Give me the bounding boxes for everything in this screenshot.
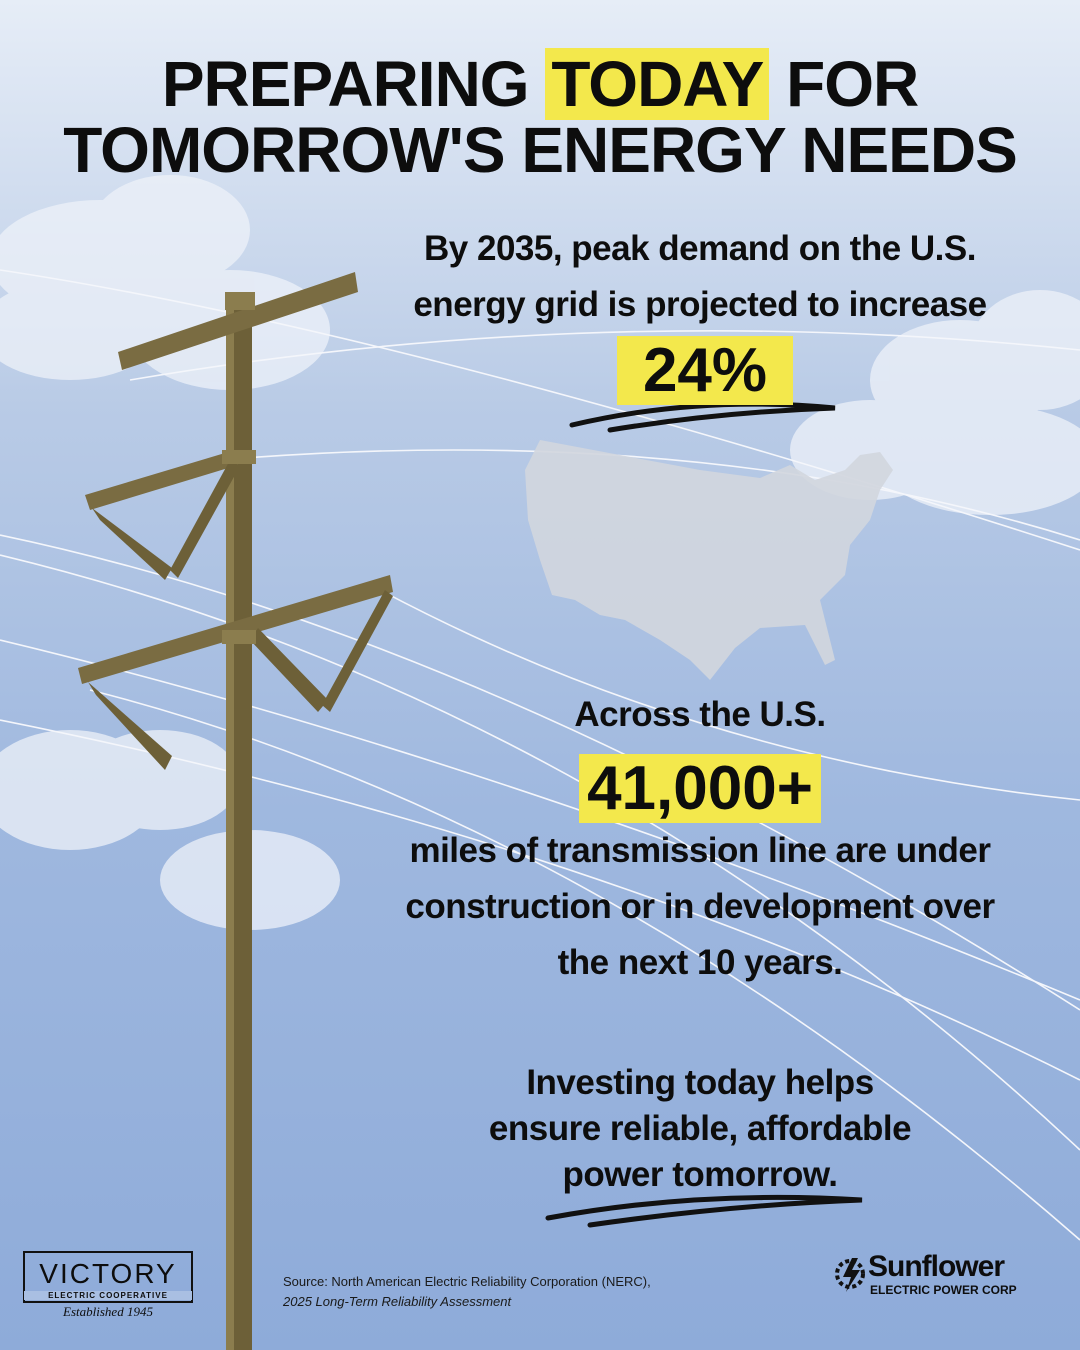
closing-text: Investing today helps <box>526 1063 874 1102</box>
stat2-text: construction or in development over <box>405 887 995 926</box>
title-text: PREPARING <box>161 48 530 120</box>
closing-text: power tomorrow. <box>562 1155 838 1194</box>
stat2-text: the next 10 years. <box>557 943 843 982</box>
title-highlight: TODAY <box>545 48 770 120</box>
source-title: 2025 Long-Term Reliability Assessment <box>283 1294 512 1309</box>
title-line-2: TOMORROW'S ENERGY NEEDS <box>63 114 1018 186</box>
closing-text: ensure reliable, affordable <box>488 1109 912 1148</box>
utility-pole <box>78 272 393 1350</box>
stat2-intro: Across the U.S. <box>574 695 826 734</box>
sunflower-sub: ELECTRIC POWER CORP <box>870 1283 1017 1297</box>
underline-swoosh <box>545 1194 863 1228</box>
sunflower-icon <box>835 1258 865 1292</box>
title-text: FOR <box>786 48 919 120</box>
sunflower-name: Sunflower <box>868 1250 1005 1283</box>
victory-est: Established 1945 <box>63 1304 153 1319</box>
title-line-1: PREPARING TODAY FOR <box>0 48 1080 120</box>
stat2-value-text: 41,000+ <box>579 754 821 823</box>
victory-name: VICTORY <box>39 1258 177 1289</box>
us-map <box>525 440 893 680</box>
stat1-text: energy grid is projected to increase <box>413 285 987 324</box>
victory-sub: ELECTRIC COOPERATIVE <box>24 1291 192 1300</box>
underline-swoosh <box>569 401 836 433</box>
source-text: Source: North American Electric Reliabil… <box>283 1274 651 1289</box>
stat1-value-text: 24% <box>616 336 794 405</box>
stat1-value: 24% <box>560 336 850 405</box>
victory-logo-box <box>23 1251 193 1303</box>
stat1-text: By 2035, peak demand on the U.S. <box>424 229 976 268</box>
stat2-value: 41,000+ <box>490 754 910 823</box>
stat2-text: miles of transmission line are under <box>409 831 991 870</box>
